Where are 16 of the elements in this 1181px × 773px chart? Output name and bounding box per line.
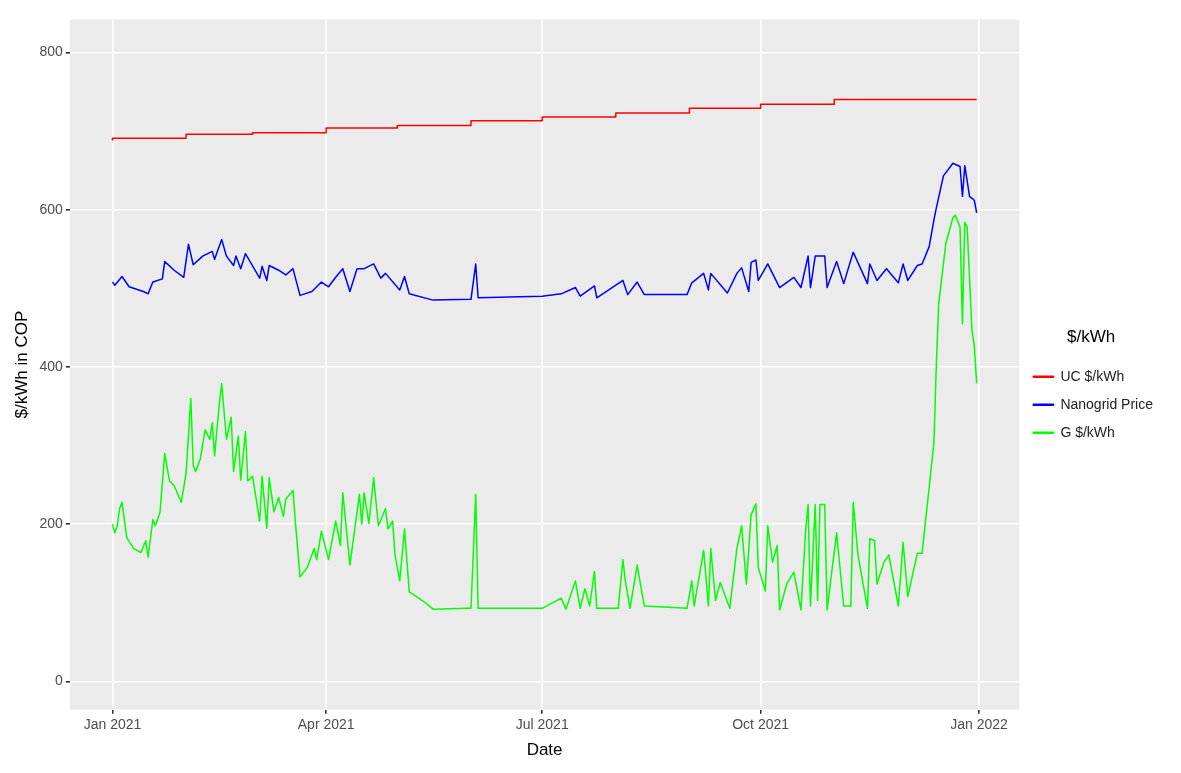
x-tick-label: Apr 2021 xyxy=(297,716,355,733)
legend-title: $/kWh xyxy=(1067,327,1116,347)
legend-label: G $/kWh xyxy=(1060,423,1115,440)
y-tick-label: 600 xyxy=(39,200,63,217)
x-tick-label: Jan 2021 xyxy=(83,716,142,733)
y-tick-label: 800 xyxy=(39,43,63,60)
y-tick-label: 400 xyxy=(39,357,63,374)
legend-label: Nanogrid Price xyxy=(1060,395,1154,412)
y-tick-label: 200 xyxy=(39,515,63,532)
x-tick-label: Jul 2021 xyxy=(515,716,569,733)
legend-label: UC $/kWh xyxy=(1060,367,1125,384)
x-tick-label: Jan 2022 xyxy=(950,716,1009,733)
x-tick-label: Oct 2021 xyxy=(732,716,790,733)
y-axis-title: $/kWh in COP xyxy=(11,310,31,419)
x-axis-title: Date xyxy=(526,740,563,760)
y-tick-label: 0 xyxy=(54,672,63,689)
